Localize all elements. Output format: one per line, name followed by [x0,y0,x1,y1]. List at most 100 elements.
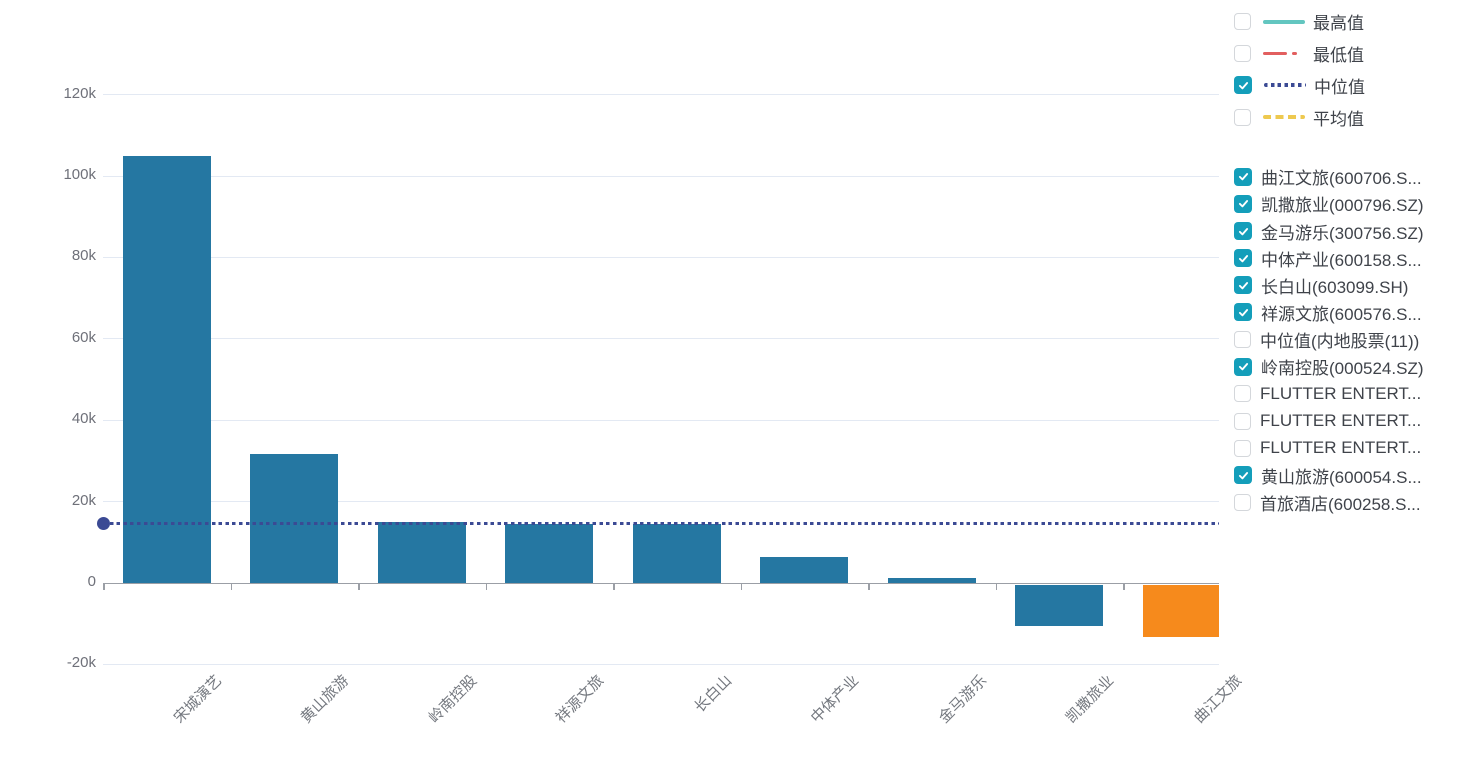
x-axis-tick [868,583,870,590]
dashed-line-pattern [1263,115,1305,120]
checkbox-checked[interactable] [1234,194,1252,213]
checkbox-unchecked[interactable] [1234,439,1251,457]
y-axis-tick-label: 120k [63,84,96,102]
checkbox-checked[interactable] [1234,276,1252,295]
y-axis-tick-label: 20k [71,491,96,509]
checkbox-unchecked[interactable] [1234,108,1251,126]
checkbox-unchecked[interactable] [1234,412,1251,430]
dashed-line-icon [1263,115,1305,120]
y-axis-tick-label: 60k [71,328,96,346]
checkbox-unchecked[interactable] [1234,331,1251,349]
dotted-line-pattern [1264,83,1306,88]
gridline [103,94,1219,96]
series-legend-item[interactable]: 祥源文旅(600576.S... [1234,299,1476,326]
x-axis-tick [230,583,232,590]
checkbox-checked[interactable] [1234,249,1252,268]
checkbox-unchecked[interactable] [1234,493,1251,511]
legend-label: 平均值 [1313,109,1364,129]
median-reference-line [103,521,1219,526]
gridline [103,501,1219,503]
gridline [103,175,1219,177]
checkbox-checked[interactable] [1234,167,1252,186]
stat-legend-item[interactable]: 平均值 [1234,101,1476,133]
y-axis-tick-label: 0 [87,573,96,590]
y-axis-tick-label: 80k [71,247,96,265]
checkbox-unchecked[interactable] [1234,13,1251,31]
dash-dot-line-icon [1263,51,1305,56]
x-axis-tick [613,583,615,590]
x-axis-tick [740,583,742,590]
checkbox-checked[interactable] [1234,466,1252,485]
legend-label: FLUTTER ENTERT... [1260,383,1422,403]
legend-label: FLUTTER ENTERT... [1260,411,1422,431]
line-segment [1292,51,1297,56]
bar-祥源文旅[interactable] [505,523,594,583]
bar-宋城演艺[interactable] [122,155,211,583]
bar-黄山旅游[interactable] [250,453,339,583]
legend-label: 长白山(603099.SH) [1261,277,1409,297]
legend-label: 最低值 [1313,46,1364,66]
line-segment [1263,51,1287,56]
checkbox-checked[interactable] [1234,303,1252,322]
gridline [103,663,1219,665]
series-legend-item[interactable]: 凯撒旅业(000796.SZ) [1234,190,1476,217]
bar-凯撒旅业[interactable] [1015,584,1104,626]
legend-label: 中位值(内地股票(11)) [1260,332,1420,352]
gridline [103,256,1219,258]
bar-曲江文旅[interactable] [1142,584,1219,637]
series-legend: 曲江文旅(600706.S... 凯撒旅业(000796.SZ) 金马游乐(3007… [1234,163,1476,516]
checkbox-unchecked[interactable] [1234,385,1251,403]
series-legend-item[interactable]: 曲江文旅(600706.S... [1234,163,1476,190]
legend-label: 金马游乐(300756.SZ) [1261,223,1424,243]
y-axis-tick-label: -20k [66,654,96,672]
checkbox-unchecked[interactable] [1234,45,1251,63]
gridline [103,338,1219,340]
bar-金马游乐[interactable] [887,578,976,583]
plot-clip-layer [103,0,1219,763]
gridline [103,419,1219,421]
legend-panel: 最高值最低值中位值平均值 曲江文旅(600706.S... 凯撒旅业(000796… [1234,6,1476,516]
x-axis-tick [103,583,105,590]
x-axis-tick [995,583,997,590]
line-segment [1263,20,1305,24]
series-legend-item[interactable]: FLUTTER ENTERT... [1234,435,1476,462]
x-axis-line [103,582,1219,584]
legend-label: 曲江文旅(600706.S... [1261,169,1422,189]
legend-label: 岭南控股(000524.SZ) [1261,359,1424,379]
series-legend-item[interactable]: 中位值(内地股票(11)) [1234,326,1476,353]
x-axis-tick [358,583,360,590]
legend-label: 中位值 [1314,77,1365,97]
legend-label: 最高值 [1313,14,1364,34]
stat-legend-item[interactable]: 最高值 [1234,6,1476,38]
series-legend-item[interactable]: 中体产业(600158.S... [1234,245,1476,272]
legend-label: 凯撒旅业(000796.SZ) [1261,196,1424,216]
y-axis-tick-label: 40k [71,410,96,428]
series-legend-item[interactable]: 黄山旅游(600054.S... [1234,462,1476,489]
stat-legend-item[interactable]: 最低值 [1234,38,1476,70]
series-legend-item[interactable]: 金马游乐(300756.SZ) [1234,217,1476,244]
bar-中体产业[interactable] [760,556,849,583]
series-legend-item[interactable]: FLUTTER ENTERT... [1234,380,1476,407]
stat-legend-item[interactable]: 中位值 [1234,70,1476,102]
bar-长白山[interactable] [632,524,721,583]
legend-label: 黄山旅游(600054.S... [1261,467,1422,487]
series-legend-item[interactable]: 长白山(603099.SH) [1234,272,1476,299]
y-axis-tick-label: 100k [63,166,96,183]
checkbox-checked[interactable] [1234,222,1252,241]
legend-label: 首旅酒店(600258.S... [1260,494,1421,514]
dotted-line-icon [1264,83,1306,88]
legend-label: 祥源文旅(600576.S... [1261,304,1422,324]
bar-岭南控股[interactable] [377,521,466,583]
series-legend-item[interactable]: FLUTTER ENTERT... [1234,407,1476,434]
legend-label: FLUTTER ENTERT... [1260,438,1422,458]
series-legend-item[interactable]: 岭南控股(000524.SZ) [1234,353,1476,380]
series-legend-item[interactable]: 首旅酒店(600258.S... [1234,489,1476,516]
checkbox-checked[interactable] [1234,76,1252,95]
x-axis-tick [1123,583,1125,590]
legend-label: 中体产业(600158.S... [1261,250,1422,270]
median-line-start-dot [97,517,110,531]
checkbox-checked[interactable] [1234,357,1252,376]
x-axis-tick [485,583,487,590]
stat-lines-legend: 最高值最低值中位值平均值 [1234,6,1476,133]
